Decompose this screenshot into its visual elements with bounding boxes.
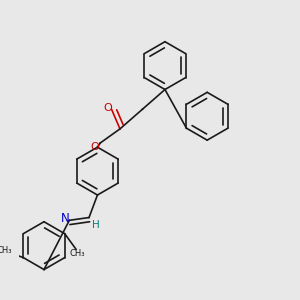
Text: O: O (103, 103, 112, 113)
Text: H: H (92, 220, 100, 230)
Text: CH₃: CH₃ (0, 246, 12, 255)
Text: CH₃: CH₃ (70, 249, 85, 258)
Text: O: O (90, 142, 99, 152)
Text: N: N (61, 212, 70, 225)
